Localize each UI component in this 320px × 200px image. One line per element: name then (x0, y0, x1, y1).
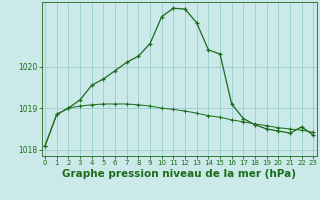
X-axis label: Graphe pression niveau de la mer (hPa): Graphe pression niveau de la mer (hPa) (62, 169, 296, 179)
